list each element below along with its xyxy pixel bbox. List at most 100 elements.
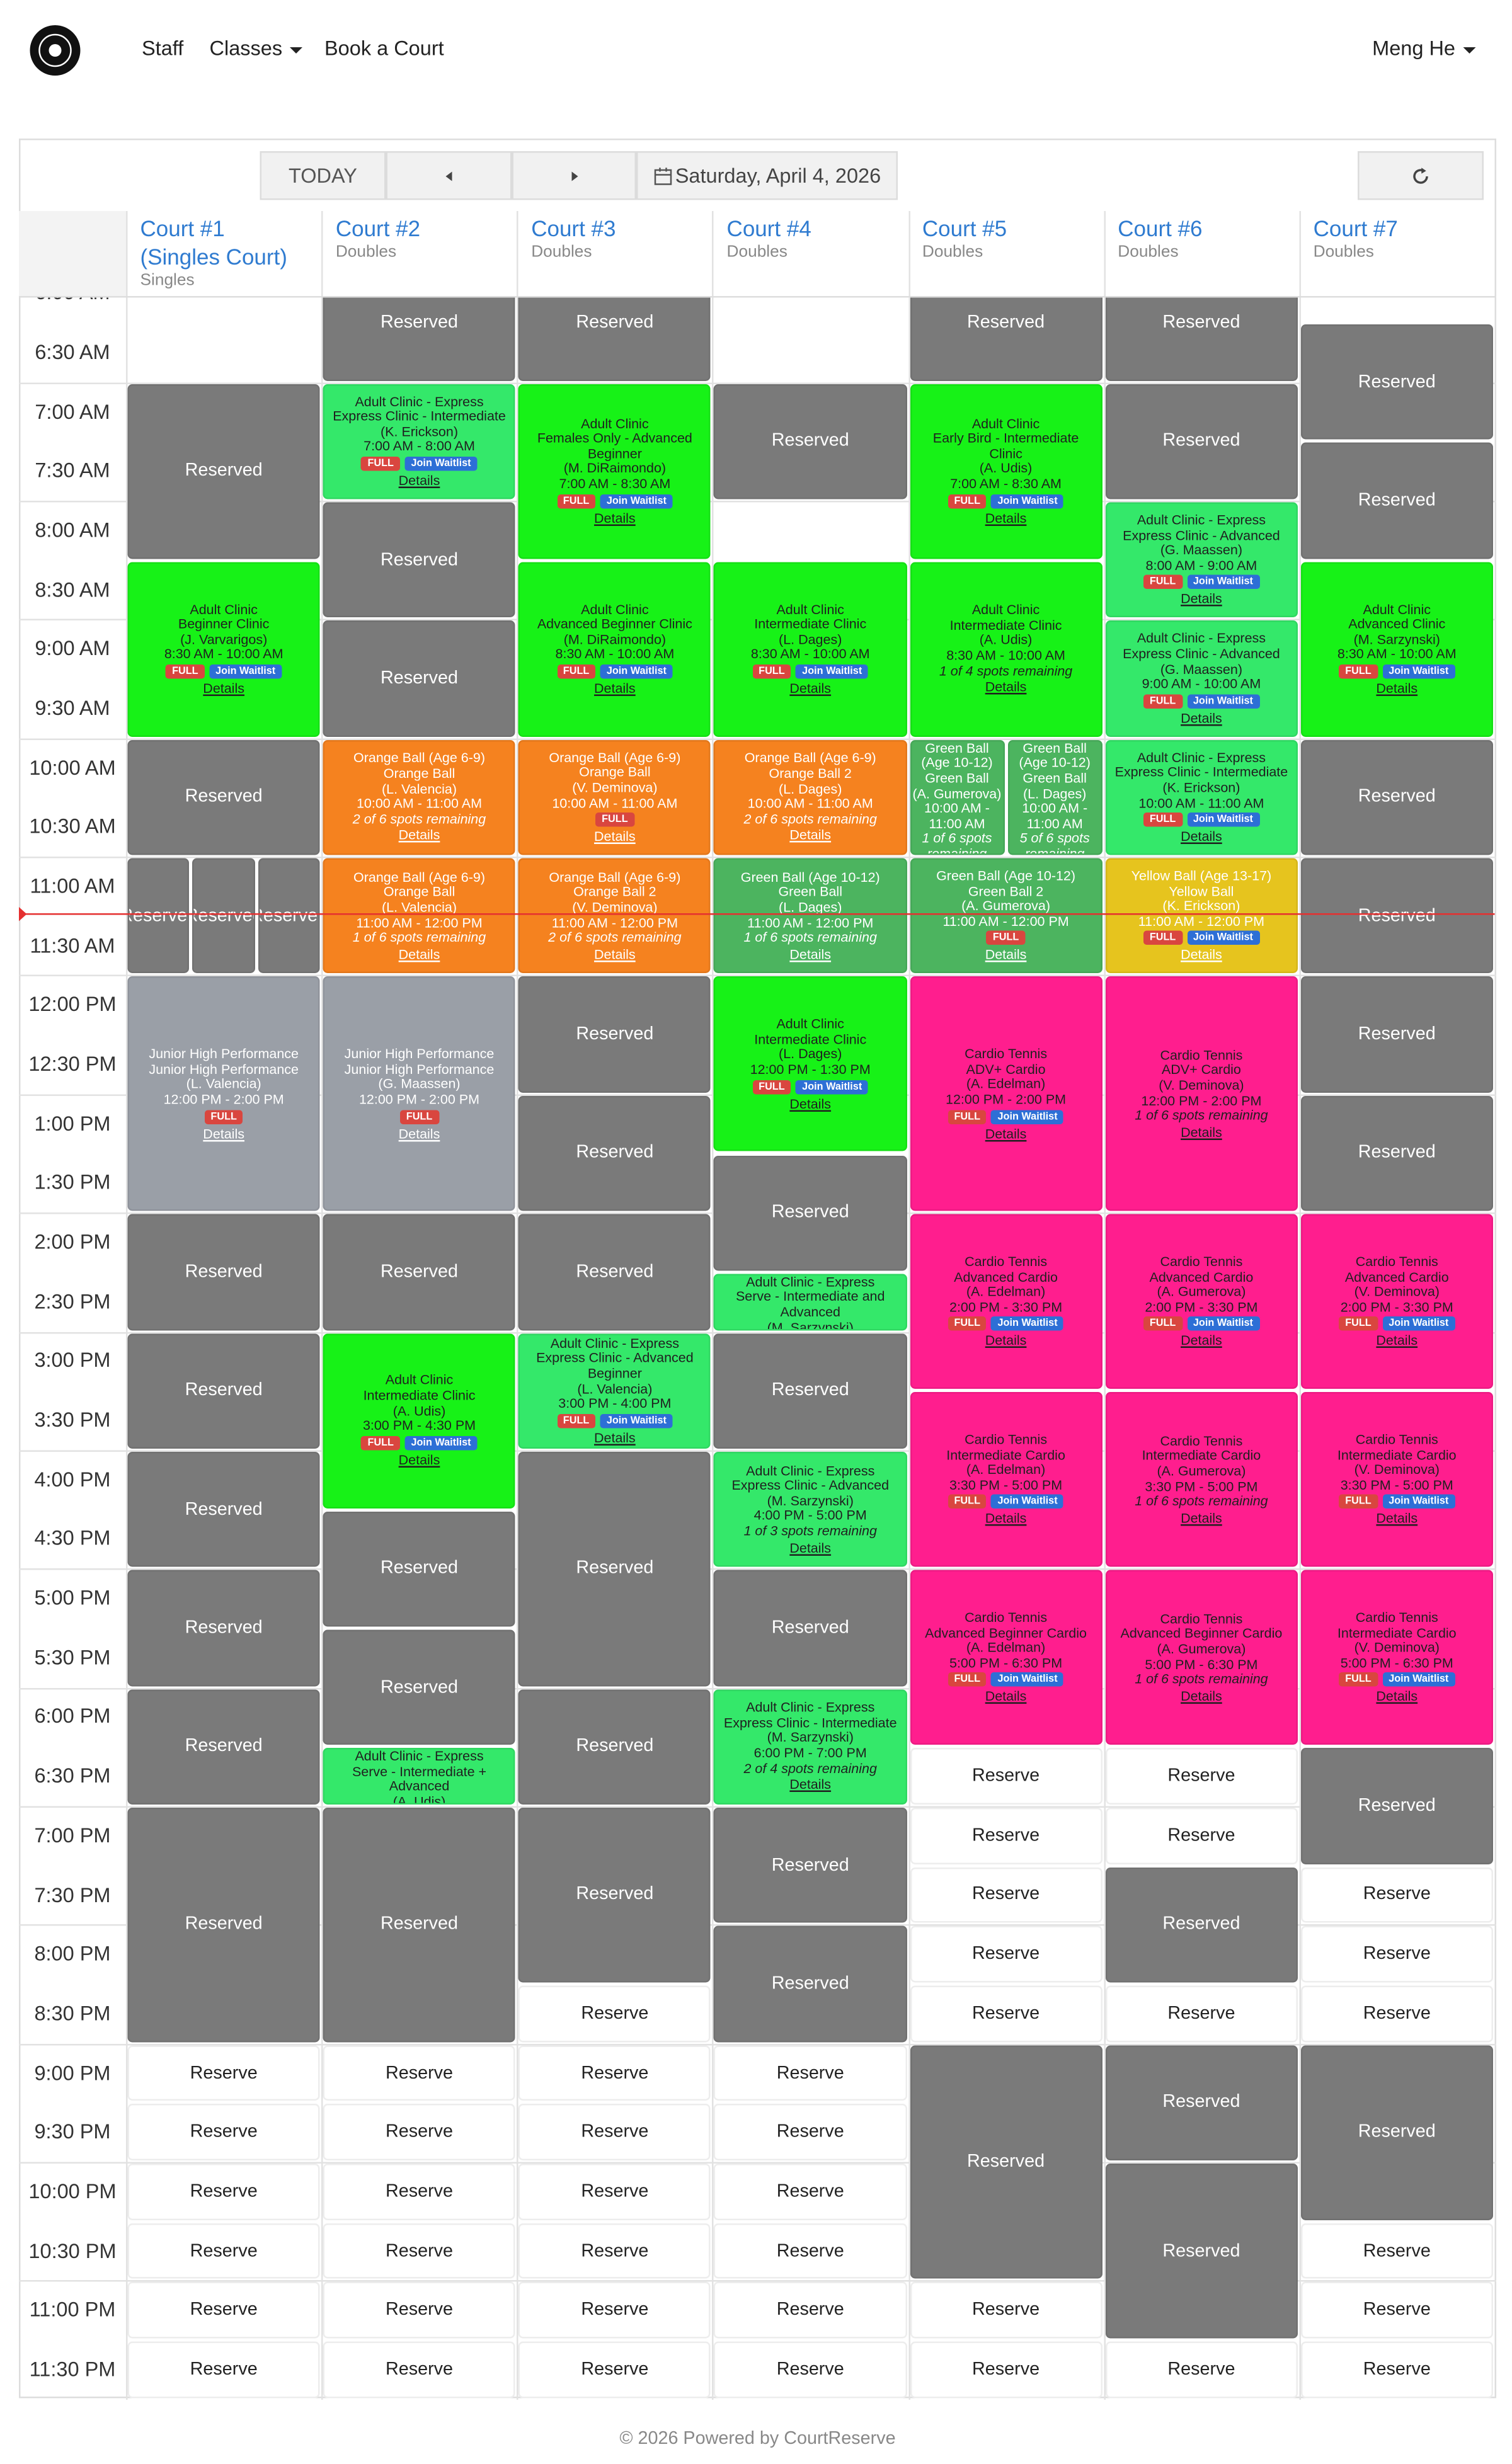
schedule-block[interactable]: Orange Ball (Age 6-9) Orange Ball 2 (L. Da…: [714, 739, 907, 855]
schedule-block[interactable]: Reserve: [323, 2104, 516, 2161]
details-link[interactable]: Details: [594, 680, 636, 696]
nav-link[interactable]: Book a Court: [324, 36, 444, 60]
details-link[interactable]: Details: [789, 945, 832, 962]
logo[interactable]: [30, 25, 81, 76]
schedule-block[interactable]: Reserve: [323, 2223, 516, 2279]
details-link[interactable]: Details: [398, 1125, 440, 1141]
schedule-block[interactable]: Reserved: [1300, 1748, 1493, 1864]
schedule-block[interactable]: Reserved: [518, 977, 711, 1093]
schedule-block[interactable]: Cardio Tennis Advanced Cardio (V. Deminova…: [1300, 1214, 1493, 1389]
details-link[interactable]: Details: [1376, 1510, 1418, 1527]
court-name[interactable]: Court #6: [1118, 215, 1203, 241]
schedule-block[interactable]: Green Ball (Age 10-12) Green Ball (L. Dage…: [714, 858, 907, 974]
waitlist-button[interactable]: Join Waitlist: [796, 1080, 869, 1094]
waitlist-button[interactable]: Join Waitlist: [1382, 1495, 1455, 1510]
schedule-block[interactable]: Cardio Tennis Advanced Cardio (A. Gumerova…: [1105, 1214, 1298, 1389]
schedule-block[interactable]: Reserved: [127, 1214, 320, 1330]
schedule-block[interactable]: Reserved: [127, 1689, 320, 1805]
waitlist-button[interactable]: Join Waitlist: [1382, 664, 1455, 679]
waitlist-button[interactable]: Join Waitlist: [1382, 1316, 1455, 1332]
details-link[interactable]: Details: [789, 1095, 832, 1112]
schedule-block[interactable]: Reserved: [714, 1155, 907, 1271]
schedule-block[interactable]: Reserved: [192, 858, 255, 974]
details-link[interactable]: Details: [985, 1125, 1027, 1141]
schedule-block[interactable]: Reserved: [323, 620, 516, 737]
schedule-block[interactable]: Yellow Ball (Age 13-17) Yellow Ball (K. Er…: [1105, 858, 1298, 974]
details-link[interactable]: Details: [789, 1539, 832, 1555]
schedule-block[interactable]: Reserved: [909, 297, 1102, 381]
nav-link[interactable]: Staff: [142, 36, 184, 60]
schedule-block[interactable]: Reserved: [323, 1214, 516, 1330]
waitlist-button[interactable]: Join Waitlist: [1382, 1673, 1455, 1687]
schedule-block[interactable]: Reserve: [323, 2164, 516, 2220]
schedule-block[interactable]: Reserve: [1300, 2341, 1493, 2398]
schedule-block[interactable]: Reserve: [1105, 1748, 1298, 1805]
schedule-block[interactable]: Adult Clinic - Express Express Clinic - A…: [1105, 620, 1298, 737]
schedule-block[interactable]: Orange Ball (Age 6-9) Orange Ball (L. Vale…: [323, 858, 516, 974]
schedule-block[interactable]: Adult Clinic Females Only - Advanced Begin…: [518, 384, 711, 559]
schedule-block[interactable]: Reserved: [1105, 2164, 1298, 2339]
schedule-block[interactable]: Reserve: [518, 2282, 711, 2339]
schedule-block[interactable]: Reserve: [323, 2341, 516, 2398]
schedule-block[interactable]: Reserve: [518, 2223, 711, 2279]
waitlist-button[interactable]: Join Waitlist: [796, 664, 869, 679]
next-button[interactable]: [512, 151, 636, 200]
waitlist-button[interactable]: Join Waitlist: [600, 494, 673, 508]
schedule-block[interactable]: Reserved: [1300, 858, 1493, 974]
details-link[interactable]: Details: [985, 678, 1027, 695]
details-link[interactable]: Details: [398, 1451, 440, 1468]
schedule-block[interactable]: Reserved: [127, 1333, 320, 1449]
details-link[interactable]: Details: [398, 827, 440, 843]
schedule-block[interactable]: Reserved: [1105, 384, 1298, 499]
schedule-block[interactable]: Reserve: [518, 2104, 711, 2161]
schedule-block[interactable]: Reserved: [518, 1214, 711, 1330]
schedule-block[interactable]: Adult Clinic - Express Express Clinic - I…: [714, 1689, 907, 1805]
schedule-block[interactable]: Reserved: [909, 2045, 1102, 2279]
schedule-block[interactable]: Reserve: [518, 2341, 711, 2398]
schedule-block[interactable]: Reserved: [714, 384, 907, 499]
court-name[interactable]: Court #1 (Singles Court): [140, 215, 287, 270]
schedule-block[interactable]: Cardio Tennis Intermediate Cardio (V. Demi…: [1300, 1392, 1493, 1568]
schedule-block[interactable]: Reserve: [127, 2282, 320, 2339]
schedule-block[interactable]: Adult Clinic - Express Express Clinic - I…: [1105, 739, 1298, 855]
schedule-block[interactable]: Reserved: [323, 502, 516, 618]
details-link[interactable]: Details: [789, 1776, 832, 1793]
details-link[interactable]: Details: [1181, 828, 1222, 845]
details-link[interactable]: Details: [594, 510, 636, 526]
waitlist-button[interactable]: Join Waitlist: [991, 1673, 1064, 1687]
schedule-block[interactable]: Cardio Tennis Advanced Beginner Cardio (A.…: [1105, 1570, 1298, 1745]
court-name[interactable]: Court #7: [1313, 215, 1398, 241]
schedule-block[interactable]: Reserve: [909, 2341, 1102, 2398]
court-name[interactable]: Court #5: [922, 215, 1007, 241]
details-link[interactable]: Details: [203, 680, 245, 696]
waitlist-button[interactable]: Join Waitlist: [404, 457, 478, 471]
schedule-block[interactable]: Reserve: [909, 2282, 1102, 2339]
details-link[interactable]: Details: [985, 1689, 1027, 1705]
schedule-block[interactable]: Reserve: [909, 1807, 1102, 1864]
schedule-block[interactable]: Reserve: [127, 2045, 320, 2101]
details-link[interactable]: Details: [1376, 1689, 1418, 1705]
waitlist-button[interactable]: Join Waitlist: [1186, 1316, 1259, 1332]
details-link[interactable]: Details: [1181, 1687, 1222, 1704]
schedule-block[interactable]: Reserve: [909, 1867, 1102, 1924]
schedule-block[interactable]: Reserved: [714, 1333, 907, 1449]
schedule-block[interactable]: Reserve: [323, 2045, 516, 2101]
schedule-block[interactable]: Reserve: [518, 1985, 711, 2042]
schedule-block[interactable]: Reserved: [714, 1926, 907, 2042]
waitlist-button[interactable]: Join Waitlist: [600, 664, 673, 679]
schedule-block[interactable]: Reserved: [323, 1807, 516, 2042]
schedule-block[interactable]: Orange Ball (Age 6-9) Orange Ball (L. Vale…: [323, 739, 516, 855]
date-picker[interactable]: Saturday, April 4, 2026: [636, 151, 898, 200]
schedule-block[interactable]: Adult Clinic Intermediate Clinic (L. Dages…: [714, 977, 907, 1152]
schedule-block[interactable]: Adult Clinic - Express Serve - Intermedia…: [323, 1748, 516, 1805]
details-link[interactable]: Details: [398, 945, 440, 962]
waitlist-button[interactable]: Join Waitlist: [1186, 931, 1259, 946]
schedule-block[interactable]: Adult Clinic Intermediate Clinic (A. Udis)…: [909, 561, 1102, 737]
details-link[interactable]: Details: [1181, 1509, 1222, 1526]
schedule-block[interactable]: Reserve: [127, 2223, 320, 2279]
schedule-block[interactable]: Cardio Tennis ADV+ Cardio (A. Edelman) 12:0…: [909, 977, 1102, 1211]
schedule-block[interactable]: Adult Clinic Early Bird - Intermediate Cli…: [909, 384, 1102, 559]
details-link[interactable]: Details: [1181, 947, 1222, 963]
waitlist-button[interactable]: Join Waitlist: [1186, 693, 1259, 709]
waitlist-button[interactable]: Join Waitlist: [991, 1109, 1064, 1124]
